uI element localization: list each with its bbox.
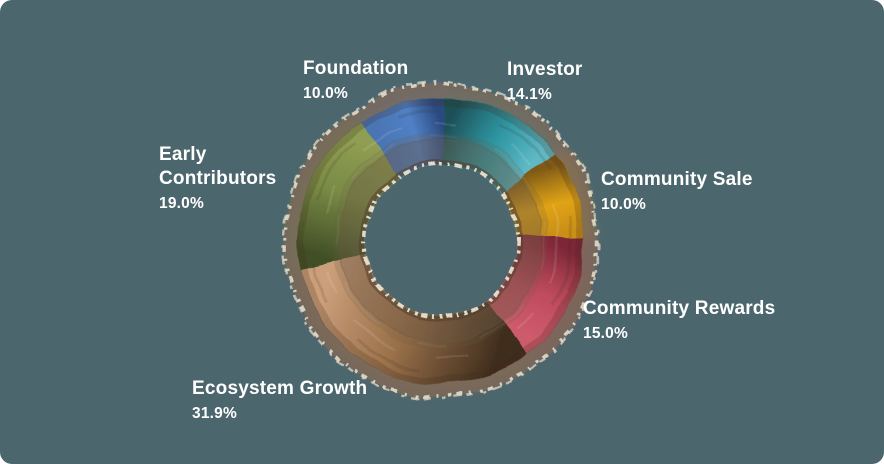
slice-percentage: 14.1% (507, 86, 552, 103)
slice-label-community-rewards: Community Rewards 15.0% (583, 297, 775, 343)
slice-label-early-contributors: Early Contributors 19.0% (159, 143, 291, 213)
slice-label-community-sale: Community Sale 10.0% (601, 168, 753, 214)
slice-name: Community Rewards (583, 298, 776, 319)
slice-name: Foundation (303, 58, 409, 79)
slice-percentage: 31.9% (192, 405, 237, 422)
slice-percentage: 10.0% (303, 85, 348, 102)
slice-name: Ecosystem Growth (192, 378, 368, 399)
donut-ring (281, 80, 601, 400)
slice-name: Early Contributors (159, 144, 277, 189)
slice-name: Investor (507, 59, 583, 80)
slice-percentage: 10.0% (601, 196, 646, 213)
slice-label-investor: Investor 14.1% (507, 58, 583, 104)
slice-percentage: 19.0% (159, 195, 204, 212)
donut-slice-investor (443, 97, 555, 194)
slice-label-ecosystem-growth: Ecosystem Growth 31.9% (192, 377, 367, 423)
slice-label-foundation: Foundation 10.0% (303, 57, 408, 103)
donut-slice-community-rewards (487, 236, 585, 354)
slice-name: Community Sale (601, 169, 753, 190)
slice-percentage: 15.0% (583, 325, 628, 342)
